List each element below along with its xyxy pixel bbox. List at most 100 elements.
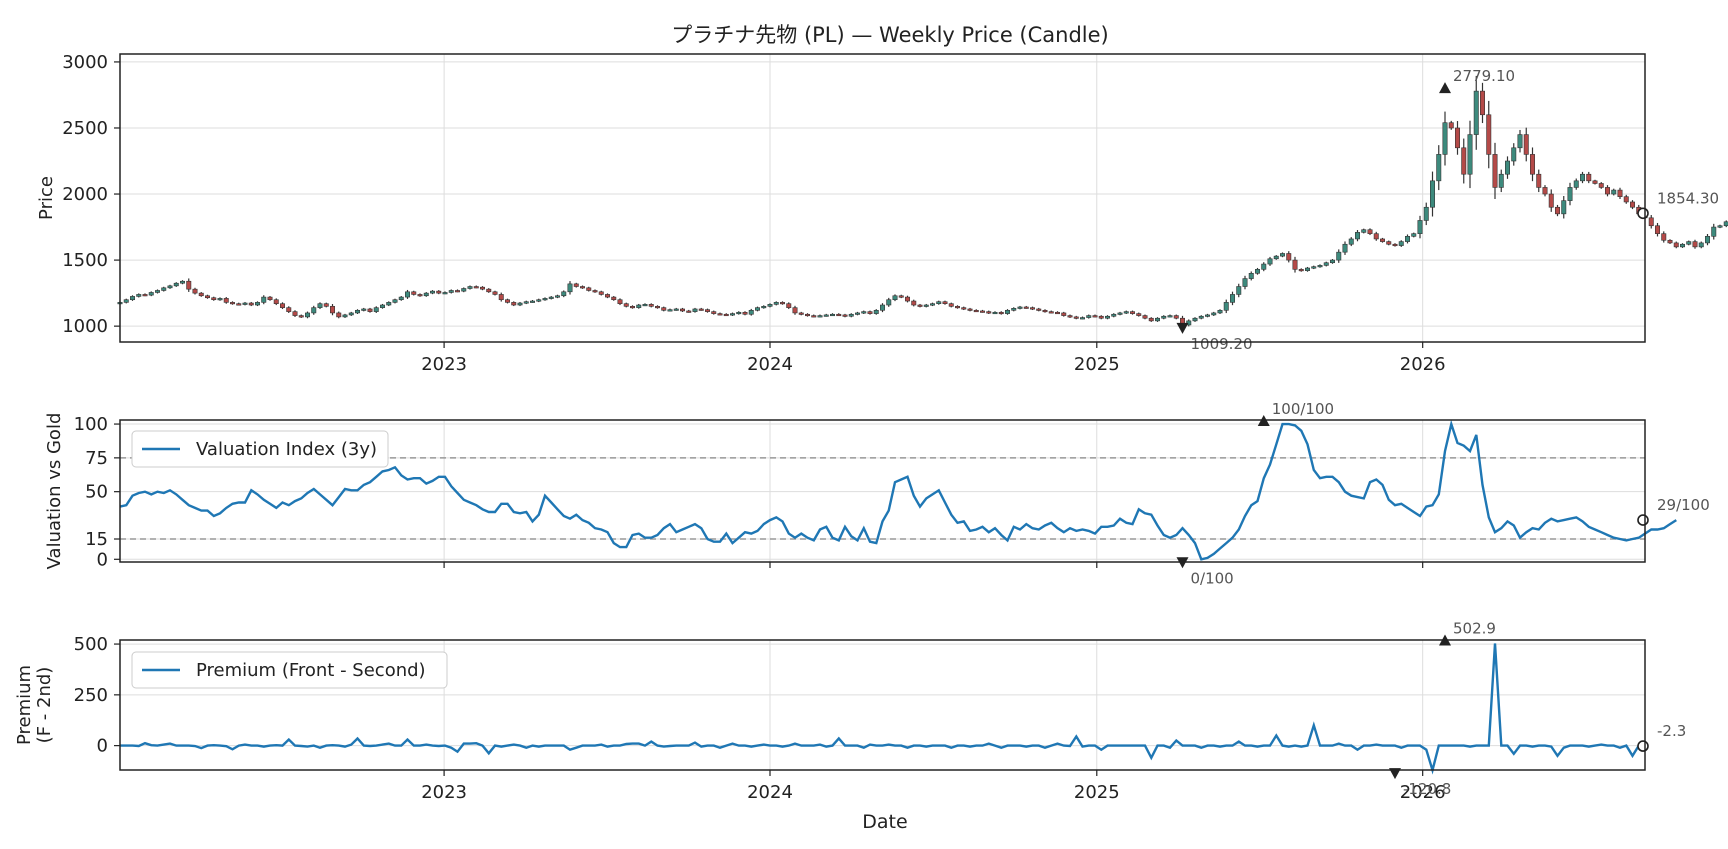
candle-body xyxy=(1098,315,1104,319)
candle-body xyxy=(1480,90,1485,116)
candle-body xyxy=(1417,220,1423,234)
min-value-label: -120.8 xyxy=(1403,780,1451,798)
candle-body xyxy=(655,306,660,309)
candle-body xyxy=(480,286,485,290)
candle-body xyxy=(980,310,985,313)
candle-body xyxy=(936,301,942,304)
premium-panel: 0 250 500 2023 2024 2025 2026 502.9 -120.8 -2.3… xyxy=(14,619,1686,833)
y-tick-label: 50 xyxy=(85,482,108,503)
candle-body xyxy=(823,314,829,317)
x-tick-label: 2025 xyxy=(1074,354,1120,375)
y-tick-label: 15 xyxy=(85,529,108,550)
candle-body xyxy=(361,308,367,311)
candle-body xyxy=(1230,294,1235,303)
valuation-legend: Valuation Index (3y) xyxy=(131,430,389,468)
candle-body xyxy=(367,308,373,312)
valuation-x-ticks xyxy=(443,562,1424,568)
candle-body xyxy=(1405,236,1410,242)
candle-body xyxy=(398,296,404,301)
y-tick-label: 1000 xyxy=(62,316,108,337)
candle-body xyxy=(830,313,835,317)
candle-body xyxy=(1105,315,1110,319)
y-tick-label: 0 xyxy=(97,549,108,570)
candle-body xyxy=(1686,241,1692,245)
premium-y-label: Premium(F - 2nd) xyxy=(14,665,55,745)
premium-y-ticks: 0 250 500 xyxy=(74,634,120,757)
premium-x-label: Date xyxy=(862,811,907,833)
candle-body xyxy=(1123,311,1129,314)
candle-body xyxy=(998,311,1004,315)
candle-body xyxy=(905,296,910,302)
candle-body xyxy=(267,296,273,301)
max-value-marker xyxy=(1439,82,1451,94)
candle-body xyxy=(380,304,385,308)
candle-body xyxy=(1530,154,1535,175)
max-value-label: 502.9 xyxy=(1453,619,1496,637)
candle-body xyxy=(592,290,598,293)
max-value-label: 2779.10 xyxy=(1453,67,1515,85)
premium-x-ticks: 2023 2024 2025 2026 xyxy=(421,770,1446,803)
candle-body xyxy=(298,315,304,318)
candle-body xyxy=(811,315,817,318)
candle-body xyxy=(1348,238,1354,245)
candle-body xyxy=(1067,315,1073,318)
last-value-label: -2.3 xyxy=(1657,722,1686,740)
candle-body xyxy=(1492,154,1498,188)
candle-body xyxy=(1423,206,1429,221)
candle-body xyxy=(930,303,935,306)
candle-body xyxy=(1630,201,1635,208)
candle-body xyxy=(1092,315,1098,318)
candle-body xyxy=(286,307,292,312)
candle-body xyxy=(1086,315,1092,318)
candle-body xyxy=(605,294,610,298)
premium-series-line xyxy=(120,643,1646,775)
candle-body xyxy=(961,307,967,310)
premium-y-label-line: (F - 2nd) xyxy=(34,667,55,744)
candle-body xyxy=(1236,286,1242,295)
candle-body xyxy=(1330,259,1335,264)
candle-body xyxy=(1455,127,1460,149)
y-tick-label: 1500 xyxy=(62,250,108,271)
candle-body xyxy=(1461,147,1467,175)
candle-body xyxy=(1286,253,1292,261)
candle-body xyxy=(698,308,704,311)
last-value-marker xyxy=(1637,514,1649,526)
candle-body xyxy=(1617,189,1623,197)
candle-body xyxy=(1573,180,1579,188)
candle-body xyxy=(486,288,492,293)
candle-body xyxy=(542,298,548,301)
candle-body xyxy=(1517,134,1523,149)
candle-body xyxy=(167,285,173,289)
candle-body xyxy=(1398,241,1404,246)
candle-body xyxy=(636,304,642,308)
candle-body xyxy=(411,291,417,295)
min-value-marker xyxy=(1389,768,1401,780)
candle-body xyxy=(1442,122,1448,155)
candle-body xyxy=(1217,309,1223,314)
candle-body xyxy=(430,290,435,294)
candle-body xyxy=(1298,269,1304,272)
candle-body xyxy=(680,308,685,312)
premium-annotations: 502.9 -120.8 -2.3 xyxy=(1389,619,1686,798)
min-value-marker xyxy=(1176,557,1189,569)
candle-body xyxy=(798,312,804,315)
candle-body xyxy=(130,296,135,301)
price-candles xyxy=(117,75,1728,328)
candle-body xyxy=(492,291,498,295)
candle-body xyxy=(648,304,654,307)
candle-body xyxy=(992,311,998,315)
candle-body xyxy=(786,303,792,308)
candle-body xyxy=(1305,267,1310,271)
candle-body xyxy=(1392,243,1398,247)
candle-body xyxy=(1073,316,1079,319)
candle-body xyxy=(211,297,217,301)
x-tick-label: 2024 xyxy=(747,354,793,375)
candle-body xyxy=(1242,278,1248,287)
candle-body xyxy=(1061,312,1067,316)
candle-body xyxy=(317,303,323,308)
candle-body xyxy=(198,292,204,297)
candle-body xyxy=(1467,134,1473,175)
candle-body xyxy=(842,314,848,317)
candle-body xyxy=(1273,255,1279,260)
